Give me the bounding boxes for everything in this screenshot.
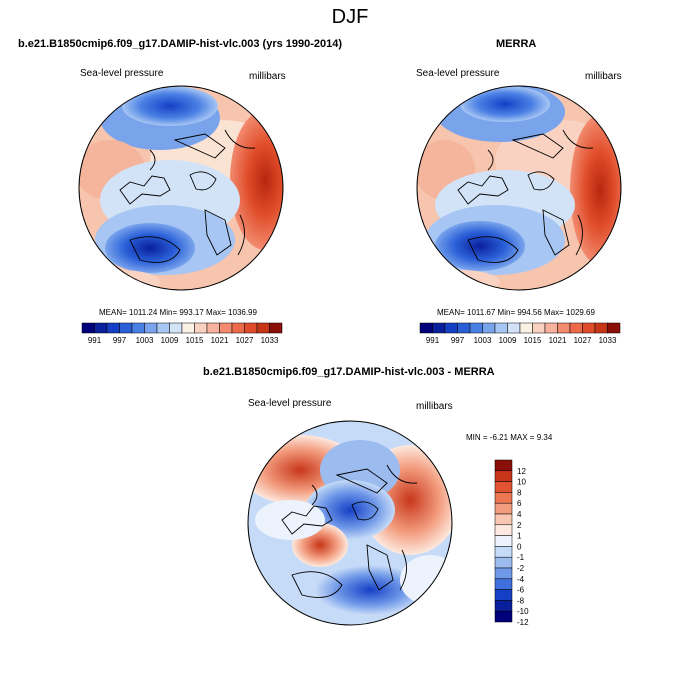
- colorbar-swatch: [494, 502, 513, 515]
- colorbar-swatch: [106, 322, 120, 334]
- colorbar-swatch: [494, 459, 513, 472]
- colorbar-swatch: [494, 546, 513, 558]
- colorbar-swatch: [119, 322, 133, 334]
- colorbar-tick-label: -10: [517, 607, 529, 616]
- diff-units-label: millibars: [416, 401, 453, 412]
- colorbar-swatch: [94, 322, 108, 334]
- colorbar-tick-label: 1015: [186, 336, 204, 345]
- colorbar-swatch: [419, 322, 433, 334]
- colorbar-swatch: [557, 322, 571, 334]
- obs-stats: MEAN= 1011.67 Min= 994.56 Max= 1029.69: [437, 308, 595, 317]
- colorbar-tick-label: 997: [113, 336, 127, 345]
- model-units-label: millibars: [249, 71, 286, 82]
- colorbar-swatch: [544, 322, 558, 334]
- colorbar-swatch: [494, 567, 513, 580]
- colorbar-tick-label: 0: [517, 542, 522, 551]
- colorbar-swatch: [569, 322, 583, 334]
- obs-polar-map: [417, 86, 621, 290]
- diff-polar-map: [248, 421, 452, 625]
- colorbar-swatch: [494, 470, 513, 482]
- colorbar-tick-label: 1009: [499, 336, 517, 345]
- colorbar-tick-label: 6: [517, 499, 522, 508]
- colorbar-tick-label: 4: [517, 510, 522, 519]
- diff-panel-title: b.e21.B1850cmip6.f09_g17.DAMIP-hist-vlc.…: [203, 366, 495, 378]
- colorbar-swatch: [194, 322, 208, 334]
- model-colorbar: 991 997 1003 1009 1015 1021 1027 1033: [81, 322, 283, 345]
- colorbar-swatch: [494, 513, 513, 526]
- colorbar-tick-label: 1033: [261, 336, 279, 345]
- colorbar-swatch: [494, 322, 508, 334]
- colorbar-tick-label: 1027: [236, 336, 254, 345]
- figure-title: DJF: [331, 6, 369, 28]
- colorbar-tick-label: -8: [517, 596, 525, 605]
- colorbar-swatch: [494, 589, 513, 601]
- colorbar-swatch: [494, 610, 513, 623]
- colorbar-swatch: [507, 322, 521, 334]
- colorbar-swatch: [494, 535, 513, 547]
- colorbar-swatch: [432, 322, 446, 334]
- colorbar-swatch: [582, 322, 596, 334]
- colorbar-tick-label: 1021: [549, 336, 567, 345]
- colorbar-tick-label: 8: [517, 488, 522, 497]
- colorbar-swatch: [156, 322, 170, 334]
- colorbar-tick-label: 10: [517, 478, 526, 487]
- colorbar-tick-label: 997: [451, 336, 465, 345]
- colorbar-tick-label: -2: [517, 564, 525, 573]
- colorbar-tick-label: -12: [517, 618, 529, 627]
- colorbar-tick-label: 1009: [161, 336, 179, 345]
- model-polar-map: [79, 86, 283, 290]
- colorbar-tick-label: -1: [517, 553, 525, 562]
- colorbar-swatch: [231, 322, 245, 334]
- colorbar-swatch: [144, 322, 158, 334]
- colorbar-swatch: [532, 322, 546, 334]
- colorbar-swatch: [269, 322, 283, 334]
- colorbar-swatch: [457, 322, 471, 334]
- colorbar-swatch: [494, 492, 513, 504]
- colorbar-tick-label: 12: [517, 467, 526, 476]
- obs-units-label: millibars: [585, 71, 622, 82]
- obs-colorbar: 991 997 1003 1009 1015 1021 1027 1033: [419, 322, 621, 345]
- colorbar-swatch: [494, 578, 513, 590]
- colorbar-swatch: [244, 322, 258, 334]
- colorbar-tick-label: -4: [517, 575, 525, 584]
- colorbar-swatch: [131, 322, 145, 334]
- diff-stats: MIN = -6.21 MAX = 9.34: [466, 433, 553, 442]
- model-field-label: Sea-level pressure: [80, 68, 164, 79]
- colorbar-swatch: [444, 322, 458, 334]
- colorbar-tick-label: 1003: [136, 336, 154, 345]
- colorbar-tick-label: 1015: [524, 336, 542, 345]
- colorbar-tick-label: 991: [426, 336, 440, 345]
- colorbar-swatch: [494, 556, 513, 569]
- colorbar-swatch: [206, 322, 220, 334]
- model-panel-title: b.e21.B1850cmip6.f09_g17.DAMIP-hist-vlc.…: [18, 38, 343, 50]
- colorbar-swatch: [494, 600, 513, 612]
- colorbar-tick-label: 991: [88, 336, 102, 345]
- colorbar-swatch: [494, 481, 513, 493]
- obs-field-label: Sea-level pressure: [416, 68, 500, 79]
- colorbar-tick-label: 1: [517, 532, 522, 541]
- colorbar-swatch: [81, 322, 95, 334]
- colorbar-tick-label: 1027: [574, 336, 592, 345]
- colorbar-swatch: [594, 322, 608, 334]
- colorbar-swatch: [519, 322, 533, 334]
- colorbar-tick-label: 1003: [474, 336, 492, 345]
- colorbar-tick-label: -6: [517, 586, 525, 595]
- colorbar-swatch: [219, 322, 233, 334]
- colorbar-tick-label: 2: [517, 521, 522, 530]
- colorbar-swatch: [482, 322, 496, 334]
- model-stats: MEAN= 1011.24 Min= 993.17 Max= 1036.99: [99, 308, 257, 317]
- obs-panel-title: MERRA: [496, 38, 537, 50]
- colorbar-swatch: [256, 322, 270, 334]
- colorbar-swatch: [181, 322, 195, 334]
- colorbar-tick-label: 1033: [599, 336, 617, 345]
- colorbar-swatch: [607, 322, 621, 334]
- colorbar-swatch: [169, 322, 183, 334]
- diff-field-label: Sea-level pressure: [248, 398, 332, 409]
- colorbar-swatch: [494, 524, 513, 536]
- colorbar-tick-label: 1021: [211, 336, 229, 345]
- colorbar-swatch: [469, 322, 483, 334]
